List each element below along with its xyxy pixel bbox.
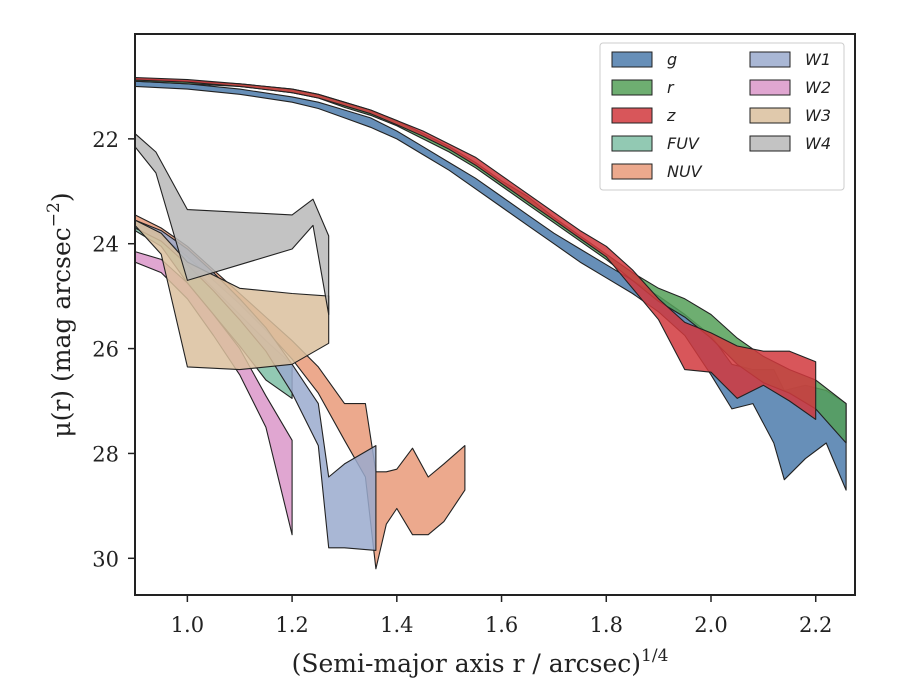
legend-swatch-w2 xyxy=(749,79,791,96)
x-axis-label: (Semi-major axis r / arcsec)1/4 xyxy=(292,646,669,678)
plot-frame xyxy=(134,33,856,596)
x-tick-label: 2.0 xyxy=(694,613,727,637)
legend-label-g: g xyxy=(667,50,677,69)
series-clip-group xyxy=(135,76,847,570)
legend-swatch-fuv xyxy=(611,135,653,152)
legend-swatch-nuv xyxy=(611,163,653,180)
y-tick-label: 24 xyxy=(92,233,119,257)
legend-label-w2: W2 xyxy=(805,78,831,97)
x-tick-label: 1.4 xyxy=(380,613,413,637)
legend-label-w3: W3 xyxy=(805,106,831,125)
y-tick-label: 30 xyxy=(92,547,119,571)
legend-swatch-r xyxy=(611,79,653,96)
legend-label-w1: W1 xyxy=(805,50,831,69)
y-tick-label: 22 xyxy=(92,128,119,152)
band-g xyxy=(135,80,847,491)
legend-swatch-w4 xyxy=(749,135,791,152)
legend: grz FUV NUV W1 W2 W3 W4 xyxy=(599,42,845,191)
legend-swatch-w1 xyxy=(749,51,791,68)
legend-label-w4: W4 xyxy=(805,134,831,153)
series-layer xyxy=(135,76,847,570)
x-tick-label: 1.0 xyxy=(171,613,204,637)
legend-swatch-g xyxy=(611,51,653,68)
x-tick-label: 2.2 xyxy=(799,613,832,637)
x-tick-label: 1.6 xyxy=(485,613,518,637)
legend-swatch-w3 xyxy=(749,107,791,124)
legend-label-r: r xyxy=(667,78,675,97)
legend-swatch-z xyxy=(611,107,653,124)
x-tick-label: 1.8 xyxy=(590,613,623,637)
y-axis-label: μ(r) (mag arcsec−2) xyxy=(44,192,76,437)
y-tick-label: 26 xyxy=(92,338,119,362)
band-z xyxy=(135,76,817,420)
legend-label-z: z xyxy=(666,106,676,125)
legend-label-fuv: FUV xyxy=(667,134,700,153)
legend-label-nuv: NUV xyxy=(667,162,703,181)
x-tick-label: 1.2 xyxy=(275,613,308,637)
ticks-layer: 1.0 1.2 1.4 1.6 1.8 2.0 2.2 22 24 26 28 30 xyxy=(92,128,832,637)
band-w4 xyxy=(135,133,330,316)
y-tick-label: 28 xyxy=(92,442,119,466)
